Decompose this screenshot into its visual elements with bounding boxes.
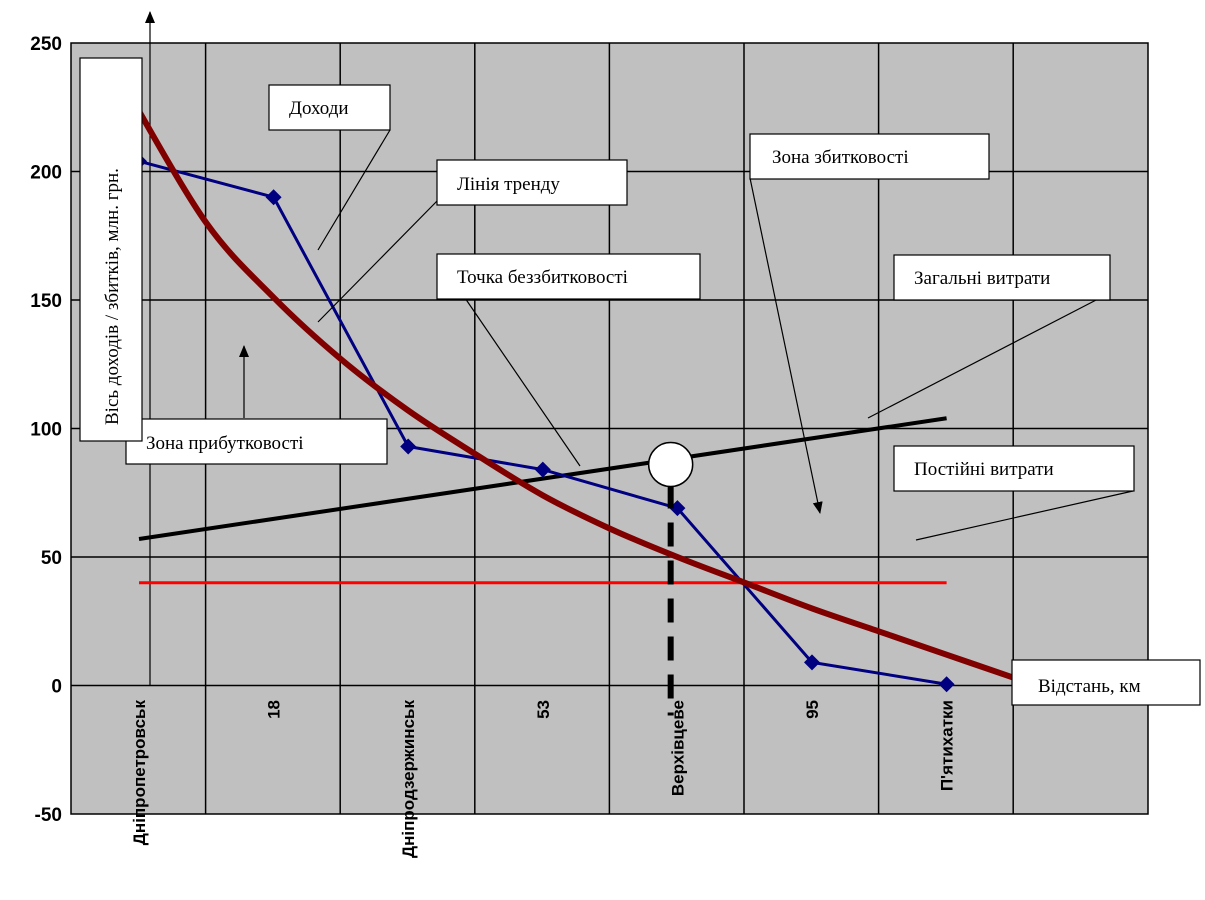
svg-text:Лінія тренду: Лінія тренду: [457, 174, 560, 195]
x-category-label-0: Дніпропетровськ: [130, 700, 149, 846]
svg-text:Доходи: Доходи: [289, 98, 349, 119]
y-tick-label-5: 200: [30, 163, 62, 184]
svg-text:Зона прибутковості: Зона прибутковості: [146, 433, 304, 454]
leader-income: [317, 129, 391, 251]
y-axis-label-box: Вісь доходів / збитків, млн. грн.: [79, 57, 143, 442]
leader-trend: [317, 197, 441, 323]
svg-text:Загальні витрати: Загальні витрати: [914, 268, 1050, 289]
annotation-total-costs: Загальні витрати: [893, 254, 1111, 301]
series-layer: [129, 97, 1015, 716]
x-category-label-1: 18: [265, 700, 284, 719]
annotation-leaders: [239, 129, 1134, 541]
y-tick-label-0: -50: [35, 805, 62, 826]
x-category-label-3: 53: [534, 700, 553, 719]
svg-text:Точка беззбитковості: Точка беззбитковості: [457, 267, 628, 288]
series-line-total-costs: [138, 416, 947, 541]
leader-fixed-costs: [915, 490, 1134, 541]
series-line-trend: [129, 97, 1015, 681]
annotation-loss-zone: Зона збитковості: [749, 133, 990, 180]
x-axis-categories: Дніпропетровськ 18 Дніпродзержинськ 53 Верхі…: [130, 700, 957, 858]
y-tick-label-4: 150: [30, 291, 62, 312]
breakeven-point-marker: [647, 441, 694, 488]
annotation-income: Доходи: [268, 84, 391, 131]
leader-total-costs: [867, 297, 1101, 419]
leader-breakeven: [464, 297, 581, 467]
income-point-5: [804, 654, 820, 671]
x-axis-label-box: Відстань, км: [1011, 659, 1201, 706]
y-tick-label-1: 0: [51, 677, 62, 698]
y-tick-label-6: 250: [30, 34, 62, 55]
y-tick-label-3: 100: [30, 420, 62, 441]
svg-text:Вісь доходів / збитків, млн. г: Вісь доходів / збитків, млн. грн.: [102, 168, 123, 425]
income-point-2: [400, 438, 417, 455]
annotation-trend: Лінія тренду: [436, 159, 628, 206]
x-category-label-5: 95: [803, 700, 822, 719]
x-category-label-6: П'ятихатки: [938, 700, 957, 791]
annotation-fixed-costs: Постійні витрати: [893, 445, 1135, 492]
y-tick-label-2: 50: [41, 548, 62, 569]
income-point-6: [938, 676, 955, 693]
x-category-label-2: Дніпродзержинськ: [399, 700, 418, 858]
income-point-3: [534, 461, 551, 478]
svg-text:Постійні витрати: Постійні витрати: [914, 459, 1054, 480]
annotation-breakeven: Точка беззбитковості: [436, 253, 701, 300]
x-category-label-4: Верхівцеве: [668, 700, 687, 796]
y-axis-ticks: -50 0 50 100 150 200 250: [30, 34, 62, 826]
income-point-1: [265, 189, 282, 206]
annotation-boxes: Доходи Лінія тренду Точка беззбитковості…: [79, 57, 1201, 706]
leader-loss-zone: [749, 177, 823, 514]
svg-text:Зона збитковості: Зона збитковості: [772, 147, 909, 168]
annotation-profit-zone: Зона прибутковості: [125, 418, 388, 465]
svg-text:Відстань, км: Відстань, км: [1038, 676, 1141, 697]
